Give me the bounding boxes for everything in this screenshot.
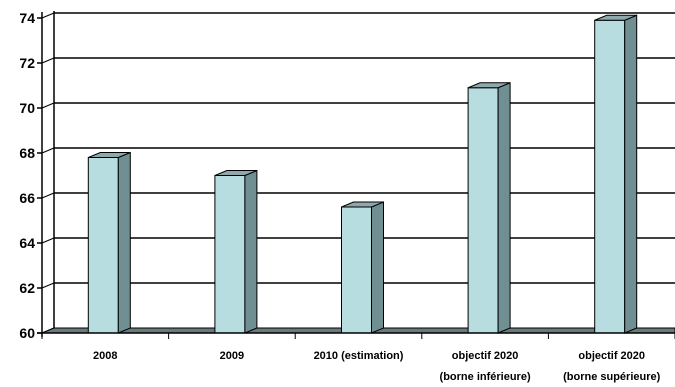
bar-top — [88, 152, 131, 158]
bar-side — [117, 151, 131, 334]
x-category-label: 2010 (estimation) — [314, 350, 404, 362]
x-axis-labels: 2008 2009 2010 (estimation) objectif 2020 (b… — [93, 350, 661, 383]
bar — [467, 82, 511, 334]
bar — [87, 151, 131, 334]
x-category-label: objectif 2020 — [578, 350, 645, 362]
bar — [214, 169, 258, 334]
x-category-label: 2008 — [93, 350, 117, 362]
x-category-label: objectif 2020 — [452, 350, 519, 362]
bar-top — [214, 170, 258, 176]
bar-top — [594, 14, 637, 21]
bar-side — [244, 169, 258, 334]
bar-side — [497, 82, 511, 334]
y-tick-label: 74 — [19, 10, 35, 26]
grid-lines — [41, 12, 675, 334]
y-axis-ticks: 60 62 64 66 68 70 72 74 — [19, 10, 42, 341]
bar — [594, 14, 638, 334]
bar-side — [371, 201, 384, 334]
grid-connector — [41, 147, 55, 154]
grid-connector — [41, 237, 55, 244]
y-tick-label: 60 — [19, 325, 35, 341]
y-tick-label: 70 — [19, 100, 35, 116]
bar-series — [87, 14, 638, 334]
x-category-label: 2009 — [220, 350, 244, 362]
grid-connector — [41, 102, 55, 109]
y-tick-label: 64 — [19, 235, 35, 251]
bar — [341, 201, 384, 334]
y-tick-label: 62 — [19, 280, 35, 296]
grid-connector — [41, 192, 55, 199]
bar-front — [467, 87, 499, 334]
grid-connector — [41, 282, 55, 289]
bar-front — [341, 206, 372, 334]
bar-side — [624, 14, 638, 334]
bar-top — [341, 201, 384, 208]
grid-connector — [41, 12, 55, 19]
y-tick-label: 68 — [19, 145, 35, 161]
bar-front — [594, 19, 626, 334]
grid-connector — [41, 57, 55, 64]
x-category-label: (borne inférieure) — [440, 371, 531, 383]
y-tick-label: 72 — [19, 55, 35, 71]
x-category-label: (borne supérieure) — [563, 371, 661, 383]
bar-front — [87, 157, 119, 334]
axes — [37, 12, 675, 339]
bar-top — [467, 82, 511, 89]
y-tick-label: 66 — [19, 190, 35, 206]
bar-front — [214, 175, 246, 334]
